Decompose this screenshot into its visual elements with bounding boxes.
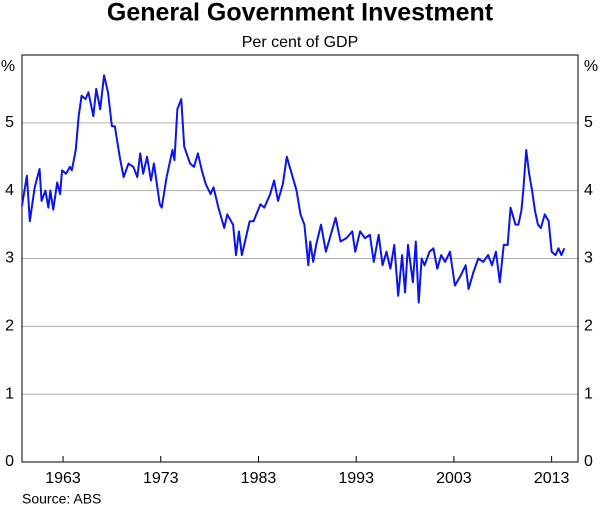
x-tick-label: 1993 [338,470,374,487]
source: Source: ABS [22,491,101,507]
line-series [21,74,566,304]
y-tick-label-right: 1 [584,385,593,402]
y-tick-label: 0 [5,453,14,470]
x-tick-label: 2003 [436,470,472,487]
y-tick-label-right: 0 [584,453,593,470]
y-tick-label-right: 2 [584,318,593,335]
chart-subtitle: Per cent of GDP [242,34,359,51]
x-tick-label: 2013 [534,470,570,487]
x-tick-label: 1983 [241,470,277,487]
y-tick-label-right: 4 [584,182,593,199]
plot-frame [21,54,579,463]
chart-title: General Government Investment [107,0,494,27]
y-tick-label-right: 5 [584,114,593,131]
y-tick-label: 2 [5,318,14,335]
y-tick-label: 3 [5,250,14,267]
y-unit-right: % [584,58,598,75]
y-tick-label-right: 3 [584,250,593,267]
y-tick-label: 5 [5,114,14,131]
x-tick-label: 1963 [45,470,81,487]
x-tick-label: 1973 [143,470,179,487]
y-tick-label: 1 [5,385,14,402]
y-tick-label: 4 [5,182,14,199]
y-unit-left: % [1,58,15,75]
